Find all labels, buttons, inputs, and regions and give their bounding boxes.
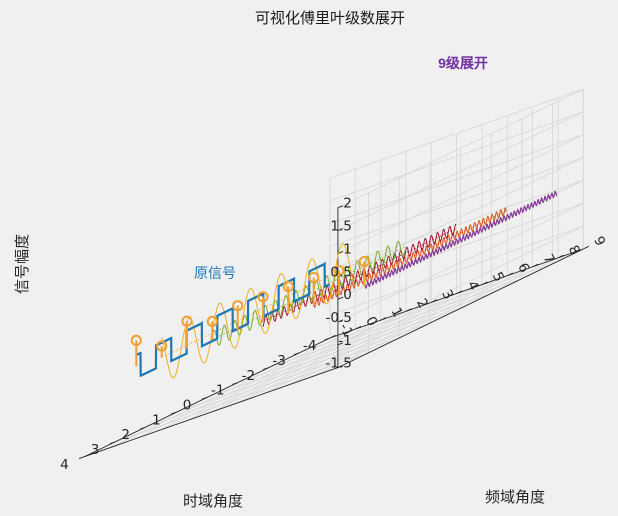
x-tick-mark — [140, 426, 147, 430]
z-tick-mark — [337, 342, 344, 346]
x-tick-label: -4 — [303, 338, 316, 354]
x-tick-label: 3 — [91, 442, 100, 458]
x-tick-mark — [293, 352, 300, 356]
z-tick-mark — [337, 228, 344, 231]
z-tick-label: -0.5 — [326, 310, 352, 326]
x-tick-mark — [170, 411, 177, 415]
grid-left-z — [337, 202, 584, 323]
series-layer — [130, 190, 558, 379]
y-tick-mark — [405, 308, 412, 312]
grid-floor-y — [261, 275, 508, 395]
x-tick-mark — [324, 337, 331, 341]
x-tick-label: 0 — [183, 397, 192, 413]
spectrum-stem-marker — [206, 315, 218, 327]
spectrum-stem-marker — [181, 315, 193, 327]
y-tick-mark — [557, 254, 564, 259]
z-tick-label: -1 — [338, 333, 351, 349]
grid-floor-y — [287, 266, 533, 386]
z-tick-mark — [337, 205, 344, 209]
y-tick-mark — [380, 317, 387, 321]
annotation-top: 9级展开 — [438, 55, 488, 71]
harmonic-curve-7 — [313, 207, 507, 308]
grid-back-z — [329, 180, 584, 270]
y-tick-mark — [355, 325, 362, 330]
grid-floor-y — [135, 319, 381, 440]
z-tick-label: 2 — [343, 196, 352, 212]
grid-left-z — [337, 134, 584, 254]
y-axis-label: 频域角度 — [485, 488, 545, 506]
grid-back-z — [329, 111, 584, 202]
spectrum-stem-marker — [333, 264, 345, 277]
spectrum-stem-marker — [156, 340, 168, 352]
y-tick-mark — [431, 299, 437, 303]
z-tick-label: 1.5 — [330, 219, 351, 235]
z-tick-label: 1 — [343, 242, 352, 258]
x-tick-label: -3 — [272, 353, 285, 369]
x-tick-mark — [109, 441, 116, 445]
y-tick-mark — [329, 334, 336, 339]
harmonic-curve-9 — [364, 190, 558, 289]
floor-edge — [84, 367, 339, 458]
grid-floor-y — [185, 302, 432, 422]
y-tick-mark — [456, 290, 463, 294]
spectrum-stem-marker — [358, 256, 370, 268]
x-tick-label: 2 — [121, 427, 130, 443]
x-tick-label: -2 — [242, 368, 255, 384]
grid-back-z — [329, 157, 584, 247]
grid-floor-y — [160, 310, 407, 431]
annotation-original-signal: 原信号 — [194, 266, 236, 282]
y-tick-mark — [507, 272, 513, 277]
spectrum-stem-marker — [232, 300, 244, 312]
z-tick-label: 0.5 — [330, 264, 351, 280]
x-tick-label: 1 — [152, 412, 161, 428]
y-tick-label: -1 — [336, 321, 356, 340]
x-tick-mark — [232, 382, 239, 385]
grid-back-z — [329, 88, 584, 179]
grid-left-z — [337, 111, 584, 231]
grid-floor-y — [236, 284, 483, 404]
grid-left-z — [337, 157, 584, 277]
spectrum-stem-marker — [308, 272, 320, 284]
z-tick-mark — [337, 319, 344, 323]
grid-floor-y — [109, 328, 356, 449]
x-tick-mark — [78, 456, 85, 460]
chart-title: 可视化傅里叶级数展开 — [255, 9, 405, 27]
spectrum-stem-marker — [282, 280, 294, 293]
x-tick-mark — [262, 367, 269, 371]
axes-frame — [78, 205, 589, 460]
y-tick-mark — [532, 263, 539, 268]
y-tick-mark — [481, 281, 488, 286]
x-tick-mark — [201, 396, 208, 400]
z-axis-label: 信号幅度 — [13, 234, 31, 294]
spectrum-stem-marker — [257, 291, 269, 303]
grid-left-z — [337, 88, 584, 208]
grid-floor-y — [312, 257, 559, 377]
x-tick-label: 4 — [60, 457, 69, 473]
original-signal — [135, 261, 330, 377]
harmonic-curve-5 — [262, 223, 457, 327]
grid-back-z — [329, 134, 584, 225]
z-tick-label: -1.5 — [326, 356, 352, 372]
z-tick-mark — [337, 296, 344, 300]
z-tick-mark — [337, 365, 344, 369]
z-tick-label: 0 — [343, 287, 352, 303]
spectrum-stem-marker — [130, 334, 142, 346]
grid-floor-y — [211, 293, 457, 413]
grid-back-z — [329, 225, 584, 316]
x-tick-label: -1 — [211, 383, 224, 399]
grid-left-z — [337, 225, 584, 346]
floor-edge — [337, 248, 584, 369]
x-axis-label: 时域角度 — [183, 492, 243, 510]
y-tick-mark — [583, 245, 589, 250]
